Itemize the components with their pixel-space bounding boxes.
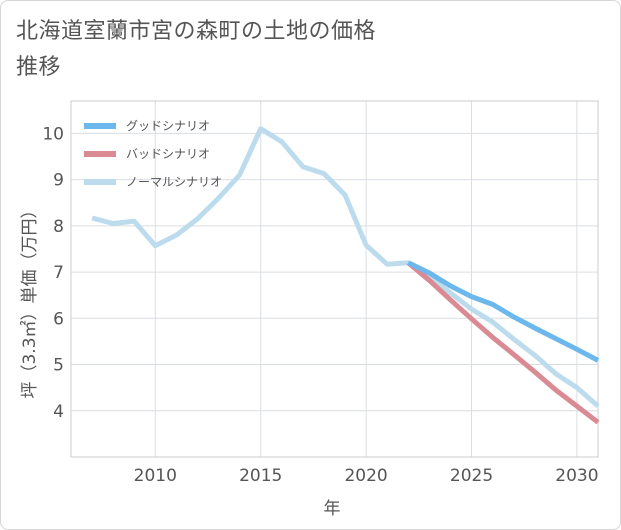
x-tick-label: 2010 (134, 466, 177, 486)
y-axis-label: 坪（3.3㎡）単価（万円） (20, 201, 40, 398)
plot-frame (70, 100, 599, 458)
y-axis-ticks: 4 5 6 7 8 9 10 (42, 124, 64, 421)
y-tick-label: 4 (53, 402, 64, 422)
y-tick-label: 10 (42, 124, 64, 144)
x-tick-label: 2020 (344, 466, 387, 486)
y-tick-label: 6 (53, 309, 64, 329)
x-tick-label: 2030 (555, 466, 598, 486)
legend-label: グッドシナリオ (126, 119, 210, 133)
y-tick-label: 5 (53, 356, 64, 376)
x-tick-label: 2025 (450, 466, 493, 486)
x-axis-ticks: 2010 2015 2020 2025 2030 (134, 466, 599, 486)
legend-label: ノーマルシナリオ (126, 175, 222, 189)
series-line (91, 126, 600, 408)
x-axis-label: 年 (324, 499, 341, 519)
y-tick-label: 9 (53, 171, 64, 191)
series-line (407, 260, 600, 363)
legend-label: バッドシナリオ (126, 147, 210, 161)
y-tick-label: 8 (53, 217, 64, 237)
x-tick-label: 2015 (239, 466, 282, 486)
series-line (406, 260, 600, 425)
series-layer (91, 126, 600, 425)
chart-title: 北海道室蘭市宮の森町の土地の価格推移 (16, 19, 377, 80)
y-tick-label: 7 (53, 263, 64, 283)
grid (71, 101, 598, 457)
